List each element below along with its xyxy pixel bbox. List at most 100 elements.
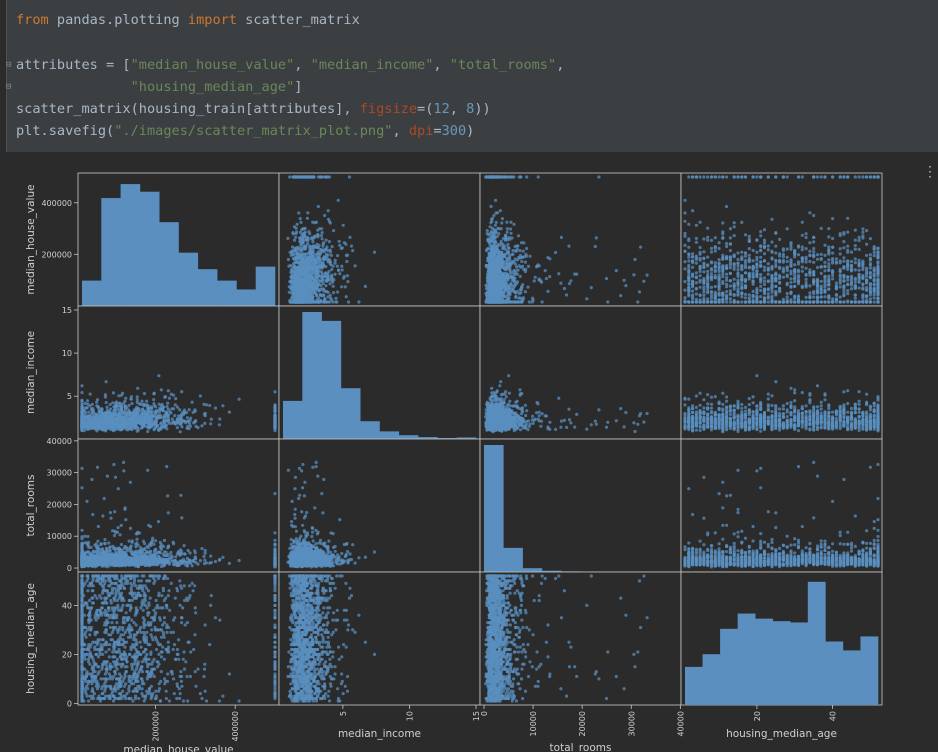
scatter-point (346, 253, 350, 257)
scatter-point (868, 293, 873, 297)
scatter-point (743, 259, 748, 263)
scatter-point (838, 261, 842, 265)
scatter-point (501, 245, 505, 250)
scatter-point (785, 227, 789, 231)
scatter-point (762, 245, 767, 249)
scatter-point (297, 211, 301, 215)
scatter-point (721, 235, 725, 240)
scatter-point (721, 264, 725, 268)
scatter-point (808, 300, 812, 304)
scatter-point (759, 277, 763, 281)
scatter-point (717, 300, 721, 304)
fold-start-icon[interactable]: ⊟ (6, 60, 12, 70)
scatter-point (297, 175, 301, 179)
scatter-point (504, 252, 508, 256)
scatter-point (872, 268, 876, 272)
scatter-point (698, 293, 702, 298)
scatter-point (762, 238, 767, 242)
scatter-point (732, 175, 736, 179)
scatter-point (747, 300, 751, 304)
code-token: 300 (441, 123, 467, 139)
scatter-point (766, 292, 770, 296)
scatter-point (812, 246, 816, 251)
scatter-point (740, 286, 744, 290)
scatter-point (559, 281, 563, 285)
scatter-point (198, 394, 202, 398)
scatter-point (330, 268, 334, 272)
scatter-point (357, 300, 361, 304)
scatter-point (326, 209, 330, 213)
scatter-point (842, 231, 846, 235)
scatter-point (728, 300, 733, 304)
scatter-point (785, 300, 789, 304)
scatter-point (823, 290, 827, 294)
scatter-point (299, 240, 303, 244)
scatter-point (509, 231, 513, 235)
fold-end-icon[interactable]: ⊟ (6, 82, 12, 92)
scatter-point (694, 286, 699, 291)
scatter-point (709, 175, 714, 179)
scatter-point (687, 268, 691, 272)
scatter-point (766, 272, 770, 276)
scatter-point (301, 279, 305, 283)
scatter-point (868, 256, 873, 260)
scatter-point (872, 247, 876, 251)
scatter-point (526, 264, 531, 268)
scatter-point (319, 299, 323, 303)
scatter-point (524, 254, 529, 258)
code-line[interactable]: "housing_median_age"] (16, 78, 303, 96)
scatter-point (808, 259, 812, 264)
scatter-point (328, 175, 332, 179)
scatter-point (831, 245, 835, 249)
code-cell[interactable]: ⊟ ⊟ from pandas.plotting import scatter_… (6, 0, 938, 152)
scatter-point (709, 238, 714, 242)
scatter-point (346, 280, 350, 284)
scatter-point (293, 300, 297, 304)
scatter-point (170, 417, 174, 421)
scatter-point (702, 270, 706, 274)
scatter-point (306, 211, 310, 215)
scatter-point (849, 263, 854, 267)
scatter-point (343, 285, 347, 289)
scatter-point (876, 268, 880, 272)
scatter-point (827, 278, 831, 282)
scatter-point (868, 237, 873, 241)
scatter-point (691, 175, 695, 179)
scatter-point (740, 264, 744, 268)
scatter-point (706, 282, 710, 286)
scatter-point (725, 175, 729, 179)
scatter-point (762, 276, 767, 280)
scatter-point (785, 295, 789, 299)
code-line[interactable]: from pandas.plotting import scatter_matr… (16, 11, 360, 29)
scatter-point (853, 238, 857, 242)
scatter-point (827, 265, 831, 269)
scatter-point (819, 257, 823, 261)
scatter-point (868, 262, 873, 266)
scatter-point (789, 300, 793, 304)
scatter-point (728, 236, 733, 240)
scatter-point (728, 291, 733, 296)
scatter-point (308, 232, 312, 236)
scatter-point (846, 275, 850, 279)
code-line[interactable]: attributes = ["median_house_value", "med… (16, 56, 564, 74)
scatter-point (519, 175, 523, 179)
scatter-point (292, 264, 296, 268)
scatter-point (293, 279, 297, 283)
scatter-point (694, 175, 699, 179)
scatter-point (842, 175, 846, 179)
scatter-point (152, 391, 156, 395)
code-token: , (449, 101, 467, 117)
scatter-point (683, 198, 687, 202)
code-line[interactable]: plt.savefig("./images/scatter_matrix_plo… (16, 122, 474, 140)
scatter-point (846, 216, 850, 220)
scatter-point (755, 262, 759, 266)
scatter-point (294, 251, 299, 255)
scatter-point (294, 258, 298, 262)
scatter-point (759, 264, 763, 268)
scatter-point (510, 253, 514, 257)
scatter-point (819, 284, 823, 288)
code-line[interactable]: scatter_matrix(housing_train[attributes]… (16, 100, 491, 118)
scatter-point (725, 296, 729, 300)
scatter-point (728, 266, 733, 270)
scatter-point (496, 285, 500, 289)
